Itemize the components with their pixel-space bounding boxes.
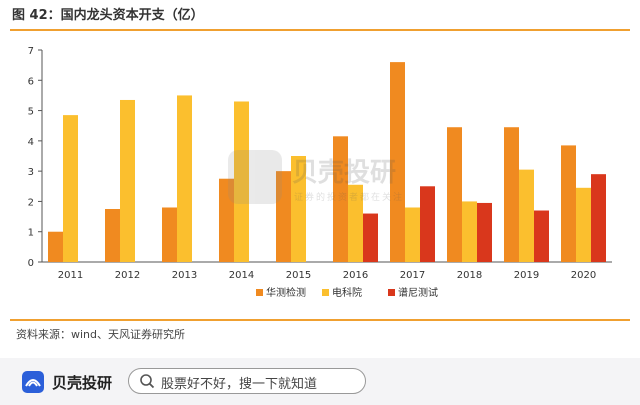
bar-谱尼测试-2019 [534, 210, 549, 262]
bar-谱尼测试-2018 [477, 202, 492, 262]
y-axis: 0 1 2 3 4 5 6 7 [28, 46, 43, 269]
x-tick-label: 2019 [514, 270, 539, 281]
bar-华测检测-2016 [333, 136, 348, 262]
brand-logo-icon [22, 371, 44, 393]
bottom-bar: 贝壳投研 股票好不好，搜一下就知道 [0, 358, 640, 405]
bars [48, 62, 606, 262]
x-tick-label: 2015 [286, 270, 311, 281]
bar-华测检测-2019 [504, 127, 519, 262]
bar-华测检测-2017 [390, 62, 405, 262]
y-tick-label: 3 [28, 167, 34, 178]
brand-name: 贝壳投研 [52, 374, 113, 392]
legend-label: 谱尼测试 [398, 286, 438, 299]
y-tick-label: 4 [28, 137, 34, 148]
x-tick-label: 2012 [115, 270, 140, 281]
x-tick-label: 2017 [400, 270, 425, 281]
x-tick-label: 2014 [229, 270, 254, 281]
source-note: 资料来源：wind、天风证券研究所 [16, 328, 186, 341]
y-tick-label: 2 [28, 197, 34, 208]
bar-电科院-2019 [519, 169, 534, 262]
bar-华测检测-2011 [48, 231, 63, 262]
y-tick-label: 0 [28, 258, 34, 269]
bar-华测检测-2015 [276, 171, 291, 262]
y-tick-label: 1 [28, 228, 34, 239]
bar-电科院-2011 [63, 115, 78, 262]
bar-电科院-2018 [462, 201, 477, 262]
search-placeholder: 股票好不好，搜一下就知道 [161, 377, 318, 392]
bar-电科院-2017 [405, 207, 420, 262]
bar-电科院-2016 [348, 184, 363, 262]
legend: 华测检测 电科院 谱尼测试 [256, 286, 438, 299]
x-tick-label: 2020 [571, 270, 596, 281]
bar-谱尼测试-2016 [363, 213, 378, 262]
search-input[interactable]: 股票好不好，搜一下就知道 [128, 368, 366, 394]
bar-谱尼测试-2017 [420, 186, 435, 262]
watermark-name: 贝壳投研 [292, 158, 397, 188]
watermark-logo-icon [228, 150, 282, 204]
bar-电科院-2014 [234, 101, 249, 262]
bar-华测检测-2012 [105, 209, 120, 262]
source-divider [10, 319, 630, 321]
title-divider [10, 29, 630, 31]
bar-华测检测-2013 [162, 207, 177, 262]
y-tick-label: 7 [28, 46, 34, 57]
legend-swatch [322, 289, 329, 296]
watermark: 贝壳投研 证券的投资者都在关注 [228, 148, 424, 210]
bar-电科院-2015 [291, 156, 306, 262]
x-tick-label: 2016 [343, 270, 368, 281]
legend-label: 电科院 [332, 286, 362, 299]
x-tick-label: 2018 [457, 270, 482, 281]
x-tick-label: 2013 [172, 270, 197, 281]
legend-swatch [388, 289, 395, 296]
y-tick-label: 6 [28, 76, 34, 87]
legend-label: 华测检测 [266, 286, 306, 299]
bar-华测检测-2020 [561, 145, 576, 262]
legend-swatch [256, 289, 263, 296]
y-tick-label: 5 [28, 107, 34, 118]
x-axis: 2011 2012 2013 2014 2015 2016 2017 2018 2019 2020 [42, 261, 612, 281]
bar-电科院-2020 [576, 187, 591, 262]
bar-华测检测-2014 [219, 178, 234, 262]
search-icon [139, 373, 155, 393]
watermark-slogan: 证券的投资者都在关注 [294, 193, 405, 203]
x-tick-label: 2011 [58, 270, 83, 281]
bar-电科院-2013 [177, 95, 192, 262]
bar-电科院-2012 [120, 99, 135, 262]
bar-华测检测-2018 [447, 127, 462, 262]
bar-谱尼测试-2020 [591, 174, 606, 262]
figure-title: 图 42：国内龙头资本开支（亿） [12, 8, 204, 23]
